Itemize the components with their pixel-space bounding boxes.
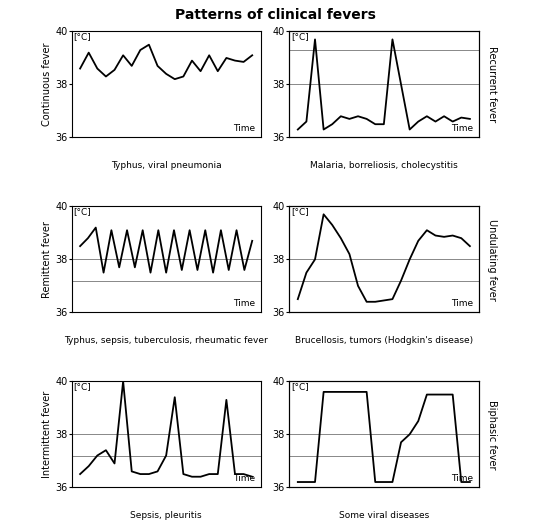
Text: Some viral diseases: Some viral diseases bbox=[339, 511, 429, 520]
Text: [°C]: [°C] bbox=[291, 208, 309, 216]
Text: [°C]: [°C] bbox=[291, 383, 309, 391]
Text: [°C]: [°C] bbox=[73, 383, 91, 391]
Text: [°C]: [°C] bbox=[73, 32, 91, 41]
Text: [°C]: [°C] bbox=[73, 208, 91, 216]
Text: Time: Time bbox=[450, 124, 473, 133]
Y-axis label: Remittent fever: Remittent fever bbox=[42, 221, 52, 298]
Y-axis label: Intermittent fever: Intermittent fever bbox=[42, 391, 52, 478]
Y-axis label: Recurrent fever: Recurrent fever bbox=[487, 47, 497, 123]
Text: Typhus, sepsis, tuberculosis, rheumatic fever: Typhus, sepsis, tuberculosis, rheumatic … bbox=[64, 336, 268, 345]
Y-axis label: Biphasic fever: Biphasic fever bbox=[487, 400, 497, 469]
Y-axis label: Undulating fever: Undulating fever bbox=[487, 219, 497, 300]
Text: Time: Time bbox=[233, 474, 255, 483]
Text: Time: Time bbox=[233, 124, 255, 133]
Y-axis label: Continuous fever: Continuous fever bbox=[42, 42, 52, 126]
Text: Typhus, viral pneumonia: Typhus, viral pneumonia bbox=[111, 161, 222, 170]
Text: Patterns of clinical fevers: Patterns of clinical fevers bbox=[174, 8, 376, 22]
Text: Time: Time bbox=[450, 474, 473, 483]
Text: Brucellosis, tumors (Hodgkin's disease): Brucellosis, tumors (Hodgkin's disease) bbox=[295, 336, 473, 345]
Text: [°C]: [°C] bbox=[291, 32, 309, 41]
Text: Time: Time bbox=[450, 299, 473, 308]
Text: Malaria, borreliosis, cholecystitis: Malaria, borreliosis, cholecystitis bbox=[310, 161, 458, 170]
Text: Sepsis, pleuritis: Sepsis, pleuritis bbox=[130, 511, 202, 520]
Text: Time: Time bbox=[233, 299, 255, 308]
